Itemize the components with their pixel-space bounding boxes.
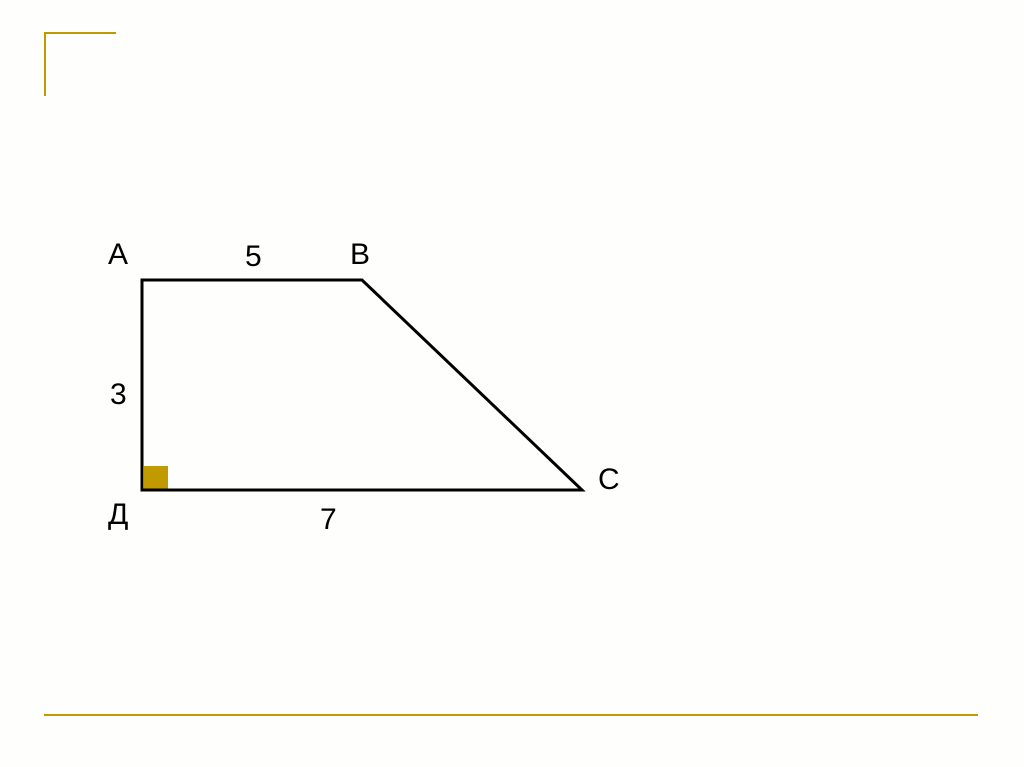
vertex-label-d: Д xyxy=(108,500,128,530)
trapezoid-svg xyxy=(142,280,642,540)
trapezoid-shape xyxy=(142,280,582,490)
vertex-label-b: В xyxy=(350,240,370,270)
side-label-dc: 7 xyxy=(320,505,337,535)
decorative-bottom-rule xyxy=(44,714,978,716)
right-angle-marker xyxy=(144,466,168,490)
vertex-label-c: С xyxy=(598,465,620,495)
side-label-ab: 5 xyxy=(245,242,262,272)
side-label-ad: 3 xyxy=(110,380,127,410)
trapezoid-diagram xyxy=(142,280,642,545)
decorative-corner-frame xyxy=(44,32,116,96)
slide: А В С Д 5 3 7 xyxy=(0,0,1024,767)
vertex-label-a: А xyxy=(108,240,128,270)
